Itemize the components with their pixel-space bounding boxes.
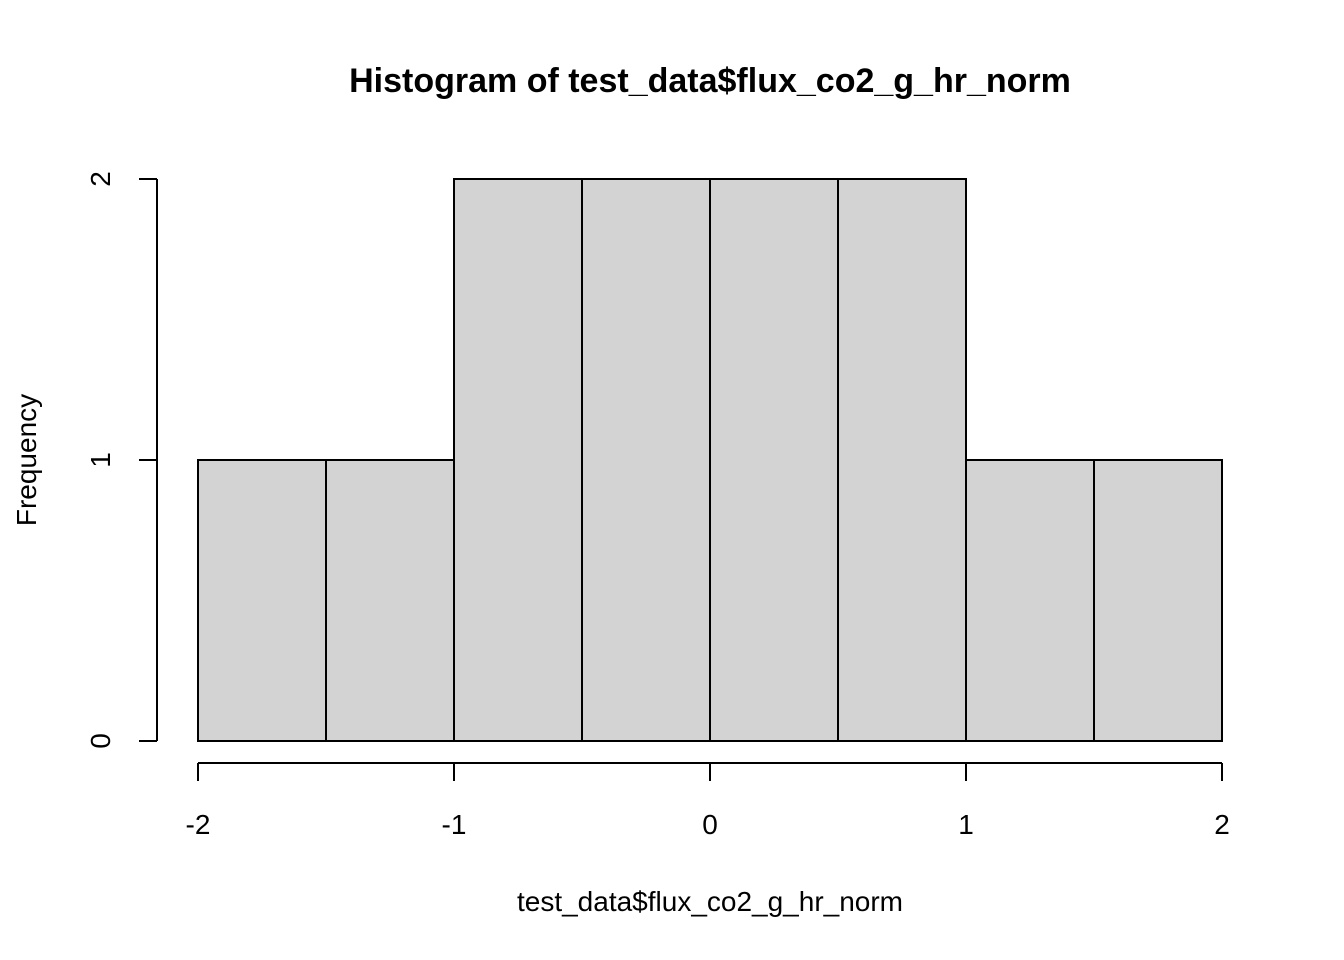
y-tick-label: 2 <box>85 171 116 187</box>
x-axis-label: test_data$flux_co2_g_hr_norm <box>517 886 903 917</box>
x-tick-label: -1 <box>442 809 467 840</box>
histogram-bar-8 <box>1093 459 1223 742</box>
x-tick-label: -2 <box>186 809 211 840</box>
histogram-bar-6 <box>837 178 967 742</box>
x-axis: -2 -1 0 1 2 <box>186 762 1230 840</box>
bars-group <box>197 178 1223 742</box>
histogram-bar-1 <box>197 459 327 742</box>
y-tick-label: 1 <box>85 452 116 468</box>
histogram-bar-5 <box>709 178 839 742</box>
chart-title: Histogram of test_data$flux_co2_g_hr_nor… <box>349 62 1071 100</box>
y-axis-label: Frequency <box>11 394 42 526</box>
y-tick-label: 0 <box>85 733 116 749</box>
histogram-bar-4 <box>581 178 711 742</box>
x-tick-label: 2 <box>1214 809 1230 840</box>
x-tick-label: 1 <box>958 809 974 840</box>
histogram-bar-2 <box>325 459 455 742</box>
histogram-bar-7 <box>965 459 1095 742</box>
y-axis: 0 1 2 <box>85 171 158 749</box>
histogram-bar-3 <box>453 178 583 742</box>
x-tick-label: 0 <box>702 809 718 840</box>
